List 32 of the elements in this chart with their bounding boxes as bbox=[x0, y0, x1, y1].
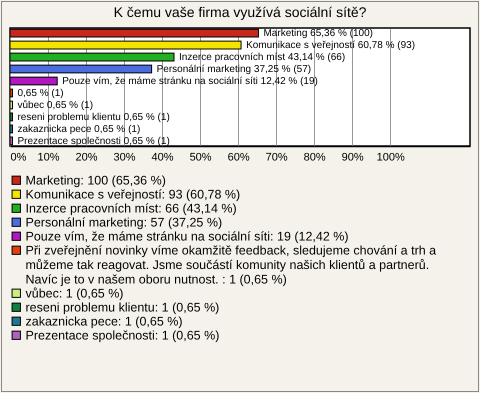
legend-label: vůbec: 1 (0,65 %) bbox=[26, 286, 124, 300]
x-tick-label: 60% bbox=[228, 152, 250, 164]
legend-label: reseni problemu klientu: 1 (0,65 %) bbox=[26, 300, 220, 314]
data-label: reseni problemu klientu 0,65 % (1) bbox=[17, 112, 170, 123]
legend-label: Marketing: 100 (65,36 %) bbox=[26, 173, 166, 188]
legend-label: Prezentace společnosti: 1 (0,65 %) bbox=[26, 328, 220, 342]
legend-label: Inzerce pracovních míst: 66 (43,14 %) bbox=[26, 201, 237, 216]
data-label: vůbec 0,65 % (1) bbox=[17, 98, 94, 111]
data-label: Inzerce pracovních míst 43,14 % (66) bbox=[179, 52, 346, 64]
data-label: Personální marketing 37,25 % (57) bbox=[156, 64, 312, 76]
legend-label: Personální marketing: 57 (37,25 %) bbox=[26, 215, 222, 230]
data-label: Pouze vím, že máme stránku na sociální síti 12,42 % (19) bbox=[62, 76, 318, 88]
x-tick-label: 100% bbox=[376, 152, 405, 164]
chart-title: K čemu vaše firma využívá sociální sítě? bbox=[114, 4, 367, 20]
x-tick-label: 30% bbox=[114, 152, 136, 164]
data-label: Komunikace s veřejností 60,78 % (93) bbox=[246, 40, 416, 52]
x-tick-label: 40% bbox=[152, 152, 174, 164]
legend-label: zakaznicka pece: 1 (0,65 %) bbox=[26, 314, 183, 328]
x-tick-label: 70% bbox=[266, 152, 288, 164]
x-tick-label: 20% bbox=[76, 152, 98, 164]
x-tick-label: 80% bbox=[304, 152, 326, 164]
legend-label: Při zveřejnění novinky víme okamžitě feedback, sledujeme chování a trh a můžeme tak reagovat. Jsme součástí komunity našich klientů a partnerů. Navíc je to v našem oboru nutnost. : 1 (0,65 %) bbox=[26, 243, 436, 286]
data-label: Prezentace společnosti 0,65 % (1) bbox=[17, 136, 170, 147]
data-label: 0,65 % (1) bbox=[17, 88, 64, 99]
data-label: zakaznicka pece 0,65 % (1) bbox=[17, 124, 140, 135]
x-tick-label: 50% bbox=[190, 152, 212, 164]
x-tick-label: 0% bbox=[10, 152, 27, 164]
x-tick-label: 90% bbox=[342, 152, 364, 164]
legend-label: Pouze vím, že máme stránku na sociální síti: 19 (12,42 %) bbox=[26, 229, 349, 244]
x-tick-label: 10% bbox=[38, 152, 60, 164]
legend-label: Komunikace s veřejností: 93 (60,78 %) bbox=[26, 187, 240, 202]
data-label: Marketing 65,36 % (100) bbox=[263, 28, 373, 40]
